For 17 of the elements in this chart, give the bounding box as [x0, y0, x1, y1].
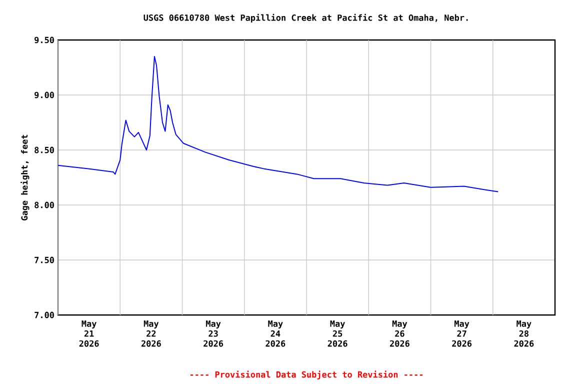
y-tick-label: 9.50	[34, 36, 54, 44]
y-tick-label: 7.50	[34, 256, 54, 264]
x-tick-label: May 28 2026	[514, 320, 534, 347]
text: ---- Provisional Data Subject to Revision ----	[190, 370, 423, 380]
y-axis-title: Gage height, feet	[20, 134, 30, 220]
x-tick-label: May 21 2026	[79, 320, 99, 347]
chart-title: USGS 06610780 West Papillion Creek at Pacific St at Omaha, Nebr.	[144, 14, 468, 23]
x-tick-label: May 22 2026	[141, 320, 161, 347]
y-tick-label: 9.00	[34, 92, 54, 98]
x-tick-label: May 26 2026	[390, 320, 410, 347]
x-tick-label: May 24 2026	[266, 320, 286, 347]
x-tick-label: May 23 2026	[204, 320, 224, 347]
y-tick-label: 8.00	[34, 202, 54, 208]
x-tick-label: May 25 2026	[328, 320, 348, 347]
y-tick-label: 8.50	[34, 146, 54, 154]
x-tick-label: May 27 2026	[452, 320, 472, 347]
y-tick-label: 7.00	[34, 312, 54, 318]
